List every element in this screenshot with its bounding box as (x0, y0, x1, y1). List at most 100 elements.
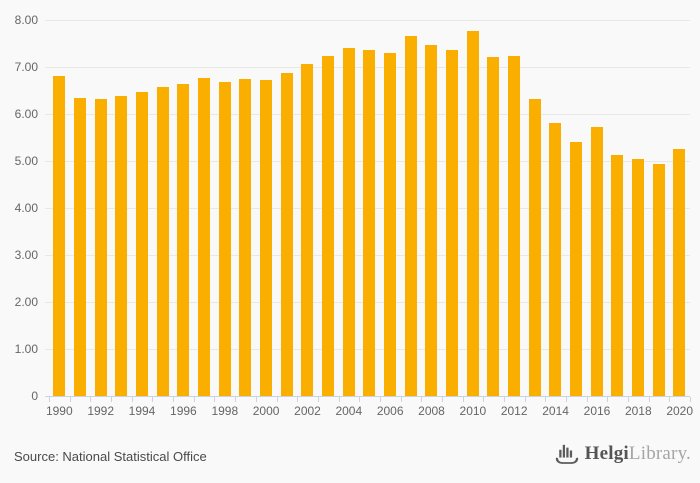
bar-2016 (590, 127, 603, 396)
bar-cell-2011 (483, 20, 504, 396)
x-tick (359, 397, 361, 402)
bar-1998 (218, 81, 231, 396)
plot-area (49, 20, 690, 396)
bar-2017 (611, 154, 624, 396)
bar-2011 (487, 57, 500, 396)
bar-cell-2009 (442, 20, 463, 396)
y-tick-label-3.00: 3.00 (14, 248, 38, 262)
x-tick (586, 397, 588, 402)
bar-2013 (528, 99, 541, 396)
y-tick-label-7.00: 7.00 (14, 60, 38, 74)
x-tick (628, 397, 629, 402)
bar-1992 (94, 99, 107, 396)
x-tick (338, 397, 340, 402)
bar-cell-2013 (524, 20, 545, 396)
x-tick (483, 397, 485, 402)
bar-1999 (239, 78, 252, 396)
bar-cell-2002 (297, 20, 318, 396)
y-tick-label-2.00: 2.00 (14, 295, 38, 309)
bar-2019 (652, 163, 665, 396)
x-tick (255, 397, 257, 402)
x-tick (379, 397, 381, 402)
helgi-ship-icon (555, 443, 579, 465)
x-tick (111, 397, 112, 402)
x-tick (69, 397, 71, 402)
y-tick-label-0: 0 (31, 389, 38, 403)
bar-cell-2001 (276, 20, 297, 396)
bar-cell-2012 (504, 20, 525, 396)
bar-1991 (74, 97, 86, 396)
bar-2020 (673, 149, 686, 396)
x-tick (400, 397, 402, 402)
bar-cell-1995 (152, 20, 173, 396)
source-label: Source: National Statistical Office (14, 449, 207, 464)
x-tick (131, 397, 133, 402)
bar-cell-2004 (338, 20, 359, 396)
x-tick (607, 397, 609, 402)
x-tick-label-2012: 2012 (500, 404, 528, 418)
x-tick-label-2014: 2014 (542, 404, 569, 418)
x-tick (503, 397, 505, 402)
y-tick-label-5.00: 5.00 (14, 154, 38, 168)
bar-cell-1992 (90, 20, 111, 396)
x-tick (690, 397, 691, 402)
bar-1990 (53, 76, 66, 396)
x-axis-line (45, 396, 690, 397)
bar-2005 (363, 50, 376, 396)
bar-2002 (301, 64, 314, 396)
x-tick (193, 397, 195, 402)
bar-2008 (425, 44, 438, 396)
bar-cell-2006 (380, 20, 401, 396)
x-tick-label-2018: 2018 (624, 404, 652, 418)
bar-cell-2019 (648, 20, 669, 396)
bar-1994 (136, 91, 149, 396)
x-tick (152, 397, 154, 402)
x-tick (545, 397, 547, 402)
x-tick-label-2006: 2006 (376, 404, 404, 418)
bar-2006 (384, 53, 397, 396)
bar-2012 (508, 56, 521, 396)
x-tick-label-1992: 1992 (87, 404, 115, 418)
x-tick (421, 397, 423, 402)
bar-cell-2003 (318, 20, 339, 396)
x-tick-label-1996: 1996 (170, 404, 197, 418)
bar-2001 (280, 73, 293, 396)
logo-wordmark: HelgiLibrary. (585, 443, 691, 465)
logo-text-library: Library. (628, 443, 691, 464)
x-tick-label-2020: 2020 (666, 404, 694, 418)
bar-1997 (198, 78, 211, 396)
x-tick (173, 397, 175, 402)
x-tick-label-2016: 2016 (583, 404, 611, 418)
bar-cell-1993 (111, 20, 132, 396)
y-tick-label-4.00: 4.00 (14, 201, 38, 215)
bar-cell-1994 (132, 20, 153, 396)
bar-cell-1990 (49, 20, 70, 396)
y-tick-label-6.00: 6.00 (14, 107, 38, 121)
x-tick-label-2008: 2008 (418, 404, 445, 418)
helgi-library-logo[interactable]: HelgiLibrary. (555, 443, 691, 465)
x-tick-label-2002: 2002 (294, 404, 321, 418)
x-tick (49, 397, 50, 402)
x-tick-label-1990: 1990 (45, 404, 73, 418)
x-tick-label-1998: 1998 (211, 404, 239, 418)
x-tick-label-2010: 2010 (459, 404, 487, 418)
bar-cell-2008 (421, 20, 442, 396)
bar-cell-1991 (70, 20, 91, 396)
bar-2010 (466, 31, 479, 396)
bar-2000 (260, 80, 273, 396)
bar-1996 (177, 83, 190, 396)
bar-cell-1996 (173, 20, 194, 396)
bar-2009 (446, 50, 459, 396)
bar-2015 (570, 141, 583, 396)
y-tick-label-1.00: 1.00 (14, 342, 38, 356)
x-tick-label-2004: 2004 (335, 404, 363, 418)
y-tick-label-8.00: 8.00 (14, 13, 38, 27)
bar-cell-2007 (400, 20, 421, 396)
bar-2004 (342, 48, 355, 396)
bar-cell-2010 (462, 20, 483, 396)
bar-cell-2017 (607, 20, 628, 396)
bar-cell-2000 (256, 20, 277, 396)
bar-cell-2005 (359, 20, 380, 396)
